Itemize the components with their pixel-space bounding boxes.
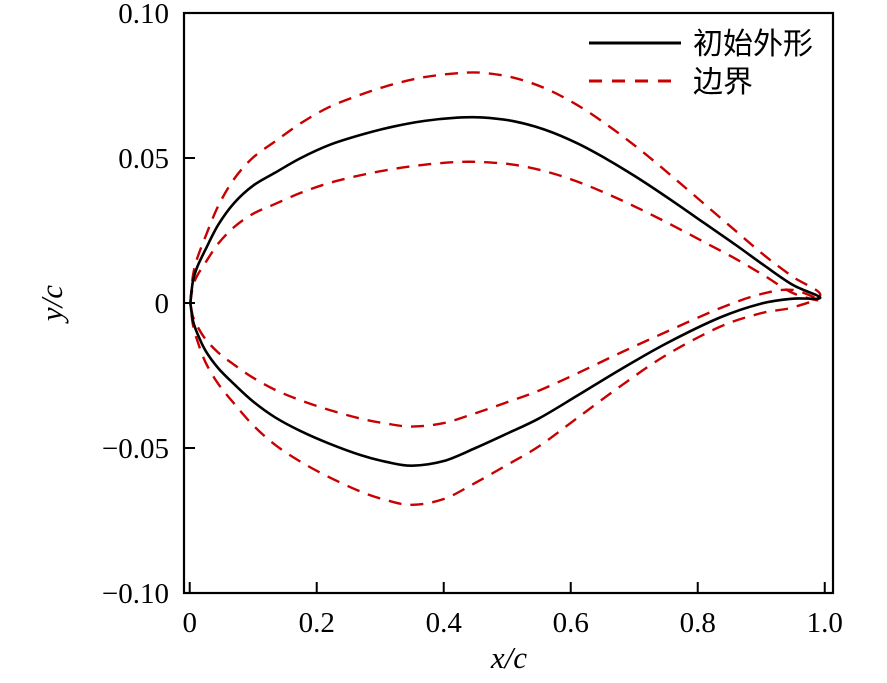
y-tick-label: 0.05 [118,143,169,175]
legend-label-boundary: 边界 [693,66,753,99]
y-tick-label: 0.10 [118,0,169,30]
legend-label-initial: 初始外形 [693,28,813,61]
boundary-inner-curve [189,160,822,428]
x-tick-label: 0.4 [426,607,463,639]
x-tick-label: 0.6 [553,607,589,639]
y-tick-label: −0.10 [102,578,169,610]
y-axis: 0.10 0.05 0 −0.05 −0.10 [102,0,195,610]
x-axis-label: x/c [490,640,527,675]
x-tick-label: 0 [182,607,197,639]
y-axis-label: y/c [34,285,69,324]
legend: 初始外形 边界 [589,28,813,99]
x-tick-label: 1.0 [807,607,843,639]
x-axis: 0 0.2 0.4 0.6 0.8 1.0 [182,582,843,639]
y-tick-label: 0 [155,288,170,320]
x-tick-label: 0.2 [299,607,335,639]
initial-shape-curve [189,115,822,467]
y-tick-label: −0.05 [102,433,169,465]
boundary-outer-curve [189,71,822,507]
plot-frame [182,11,835,595]
x-tick-label: 0.8 [680,607,716,639]
